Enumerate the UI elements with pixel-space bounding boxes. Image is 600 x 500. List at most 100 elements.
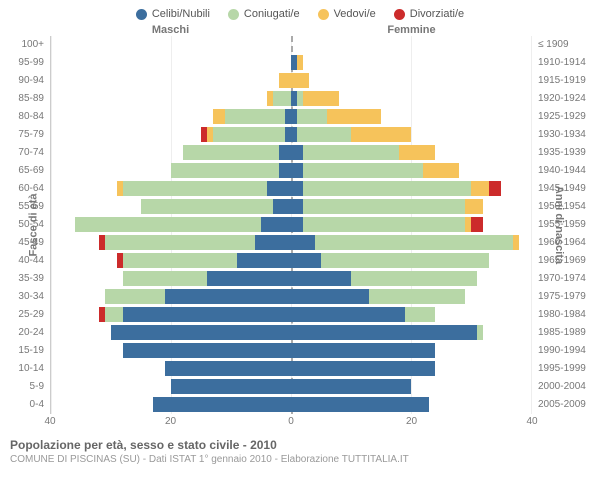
ytick-age: 10-14 [0,360,44,378]
seg-coniugati [297,109,327,124]
ytick-year: 1990-1994 [538,342,600,360]
ytick-year: 1935-1939 [538,144,600,162]
age-row [51,360,531,378]
seg-coniugati [297,127,351,142]
ytick-year: ≤ 1909 [538,36,600,54]
ytick-year: 1955-1959 [538,216,600,234]
seg-celibi [261,217,291,232]
seg-celibi [267,181,291,196]
male-bar [51,126,291,144]
seg-celibi [291,271,351,286]
male-bar [51,306,291,324]
footer: Popolazione per età, sesso e stato civil… [0,432,600,465]
xtick: 40 [44,416,55,427]
xtick: 40 [526,416,537,427]
male-bar [51,54,291,72]
xtick: 20 [406,416,417,427]
seg-coniugati [303,163,423,178]
ytick-year: 1925-1929 [538,108,600,126]
seg-celibi [153,397,291,412]
age-row [51,108,531,126]
female-bar [291,36,531,54]
legend-label: Celibi/Nubili [152,8,210,20]
ytick-year: 1985-1989 [538,324,600,342]
female-bar [291,234,531,252]
seg-vedovi [303,91,339,106]
seg-celibi [171,379,291,394]
seg-coniugati [105,235,255,250]
ytick-year: 1930-1934 [538,126,600,144]
female-bar [291,72,531,90]
chart-title: Popolazione per età, sesso e stato civil… [10,438,590,452]
seg-vedovi [351,127,411,142]
age-row [51,252,531,270]
ytick-age: 0-4 [0,396,44,414]
plot-area [50,36,532,414]
legend-item: Divorziati/e [394,8,464,20]
seg-coniugati [105,307,123,322]
seg-celibi [291,343,435,358]
ytick-year: 1945-1949 [538,180,600,198]
seg-celibi [291,199,303,214]
ytick-year: 1995-1999 [538,360,600,378]
seg-vedovi [327,109,381,124]
seg-celibi [291,379,411,394]
ytick-age: 20-24 [0,324,44,342]
legend-item: Vedovi/e [318,8,376,20]
seg-vedovi [471,181,489,196]
legend-dot [228,9,239,20]
seg-coniugati [303,217,465,232]
legend-item: Celibi/Nubili [136,8,210,20]
ytick-age: 5-9 [0,378,44,396]
female-bar [291,342,531,360]
seg-celibi [207,271,291,286]
seg-divorziati [471,217,483,232]
seg-vedovi [423,163,459,178]
female-bar [291,360,531,378]
ytick-year: 1965-1969 [538,252,600,270]
age-row [51,378,531,396]
female-bar [291,126,531,144]
seg-celibi [291,253,321,268]
legend-label: Vedovi/e [334,8,376,20]
male-bar [51,252,291,270]
seg-celibi [291,217,303,232]
male-bar [51,180,291,198]
gridline [531,36,532,414]
header-male: Maschi [50,24,291,36]
seg-vedovi [465,199,483,214]
seg-coniugati [369,289,465,304]
age-row [51,72,531,90]
seg-coniugati [477,325,483,340]
age-row [51,180,531,198]
seg-vedovi [297,55,303,70]
female-bar [291,144,531,162]
x-axis: 402002040 [0,416,600,432]
seg-coniugati [75,217,261,232]
ytick-age: 95-99 [0,54,44,72]
ytick-age: 80-84 [0,108,44,126]
female-bar [291,180,531,198]
age-row [51,90,531,108]
seg-celibi [291,325,477,340]
ytick-age: 30-34 [0,288,44,306]
seg-vedovi [291,73,309,88]
age-row [51,270,531,288]
ylabel-age: Fasce di età [27,194,39,257]
seg-celibi [291,235,315,250]
seg-celibi [279,145,291,160]
age-row [51,144,531,162]
ylabel-years: Anni di nascita [553,186,565,264]
ytick-age: 65-69 [0,162,44,180]
female-bar [291,378,531,396]
seg-coniugati [171,163,279,178]
ytick-age: 25-29 [0,306,44,324]
legend-dot [318,9,329,20]
male-bar [51,108,291,126]
seg-celibi [165,289,291,304]
female-bar [291,306,531,324]
seg-coniugati [405,307,435,322]
ytick-year: 1970-1974 [538,270,600,288]
male-bar [51,90,291,108]
ytick-year: 1920-1924 [538,90,600,108]
